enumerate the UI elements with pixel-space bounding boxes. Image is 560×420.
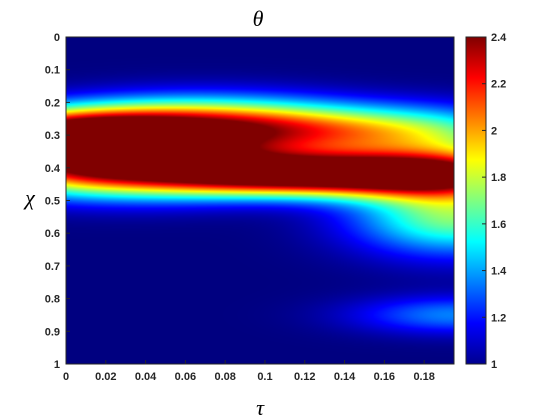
- y-axis: 0 0.1 0.2 0.3 0.4 0.5 0.6 0.7 0.8 0.9 1: [45, 32, 70, 371]
- y-tick-label: 0.3: [45, 130, 60, 142]
- x-tick-label: 0.18: [413, 371, 434, 383]
- x-axis: 0 0.02 0.04 0.06 0.08 0.1 0.12 0.14 0.16 0.18: [63, 360, 435, 383]
- y-tick-label: 0.9: [45, 326, 60, 338]
- y-axis-label: χ: [23, 185, 36, 210]
- x-tick-label: 0.04: [135, 371, 157, 383]
- chart-title: θ: [253, 6, 264, 31]
- colorbar-tick-label: 1.6: [491, 219, 506, 231]
- colorbar-tick-label: 1.4: [491, 266, 507, 278]
- colorbar-tick-label: 1.8: [491, 172, 506, 184]
- colorbar-tick-label: 1.2: [491, 312, 506, 324]
- colorbar-tick-label: 2.4: [491, 32, 507, 44]
- colorbar-tick-label: 2: [491, 125, 497, 137]
- heatmap-area: [66, 37, 454, 364]
- colorbar-tick-label: 2.2: [491, 79, 506, 91]
- y-tick-label: 0: [54, 32, 60, 44]
- colorbar-tick-label: 1: [491, 359, 497, 371]
- x-tick-label: 0.12: [294, 371, 315, 383]
- colorbar-axis: 1 1.2 1.4 1.6 1.8 2 2.2 2.4: [482, 32, 507, 371]
- y-tick-label: 0.8: [45, 294, 60, 306]
- x-tick-label: 0.14: [334, 371, 356, 383]
- x-axis-label: τ: [256, 395, 265, 420]
- x-tick-label: 0.08: [214, 371, 235, 383]
- x-tick-label: 0.1: [257, 371, 272, 383]
- colorbar-frame: [465, 36, 487, 365]
- y-tick-label: 0.7: [45, 261, 60, 273]
- y-tick-label: 0.2: [45, 97, 60, 109]
- x-tick-label: 0: [63, 371, 69, 383]
- x-tick-label: 0.16: [374, 371, 395, 383]
- x-tick-label: 0.06: [175, 371, 196, 383]
- y-tick-label: 0.1: [45, 65, 60, 77]
- colorbar: [466, 37, 486, 364]
- x-tick-label: 0.02: [95, 371, 116, 383]
- y-tick-label: 0.6: [45, 228, 60, 240]
- y-tick-label: 0.4: [45, 163, 61, 175]
- y-tick-label: 0.5: [45, 196, 60, 208]
- y-tick-label: 1: [54, 359, 60, 371]
